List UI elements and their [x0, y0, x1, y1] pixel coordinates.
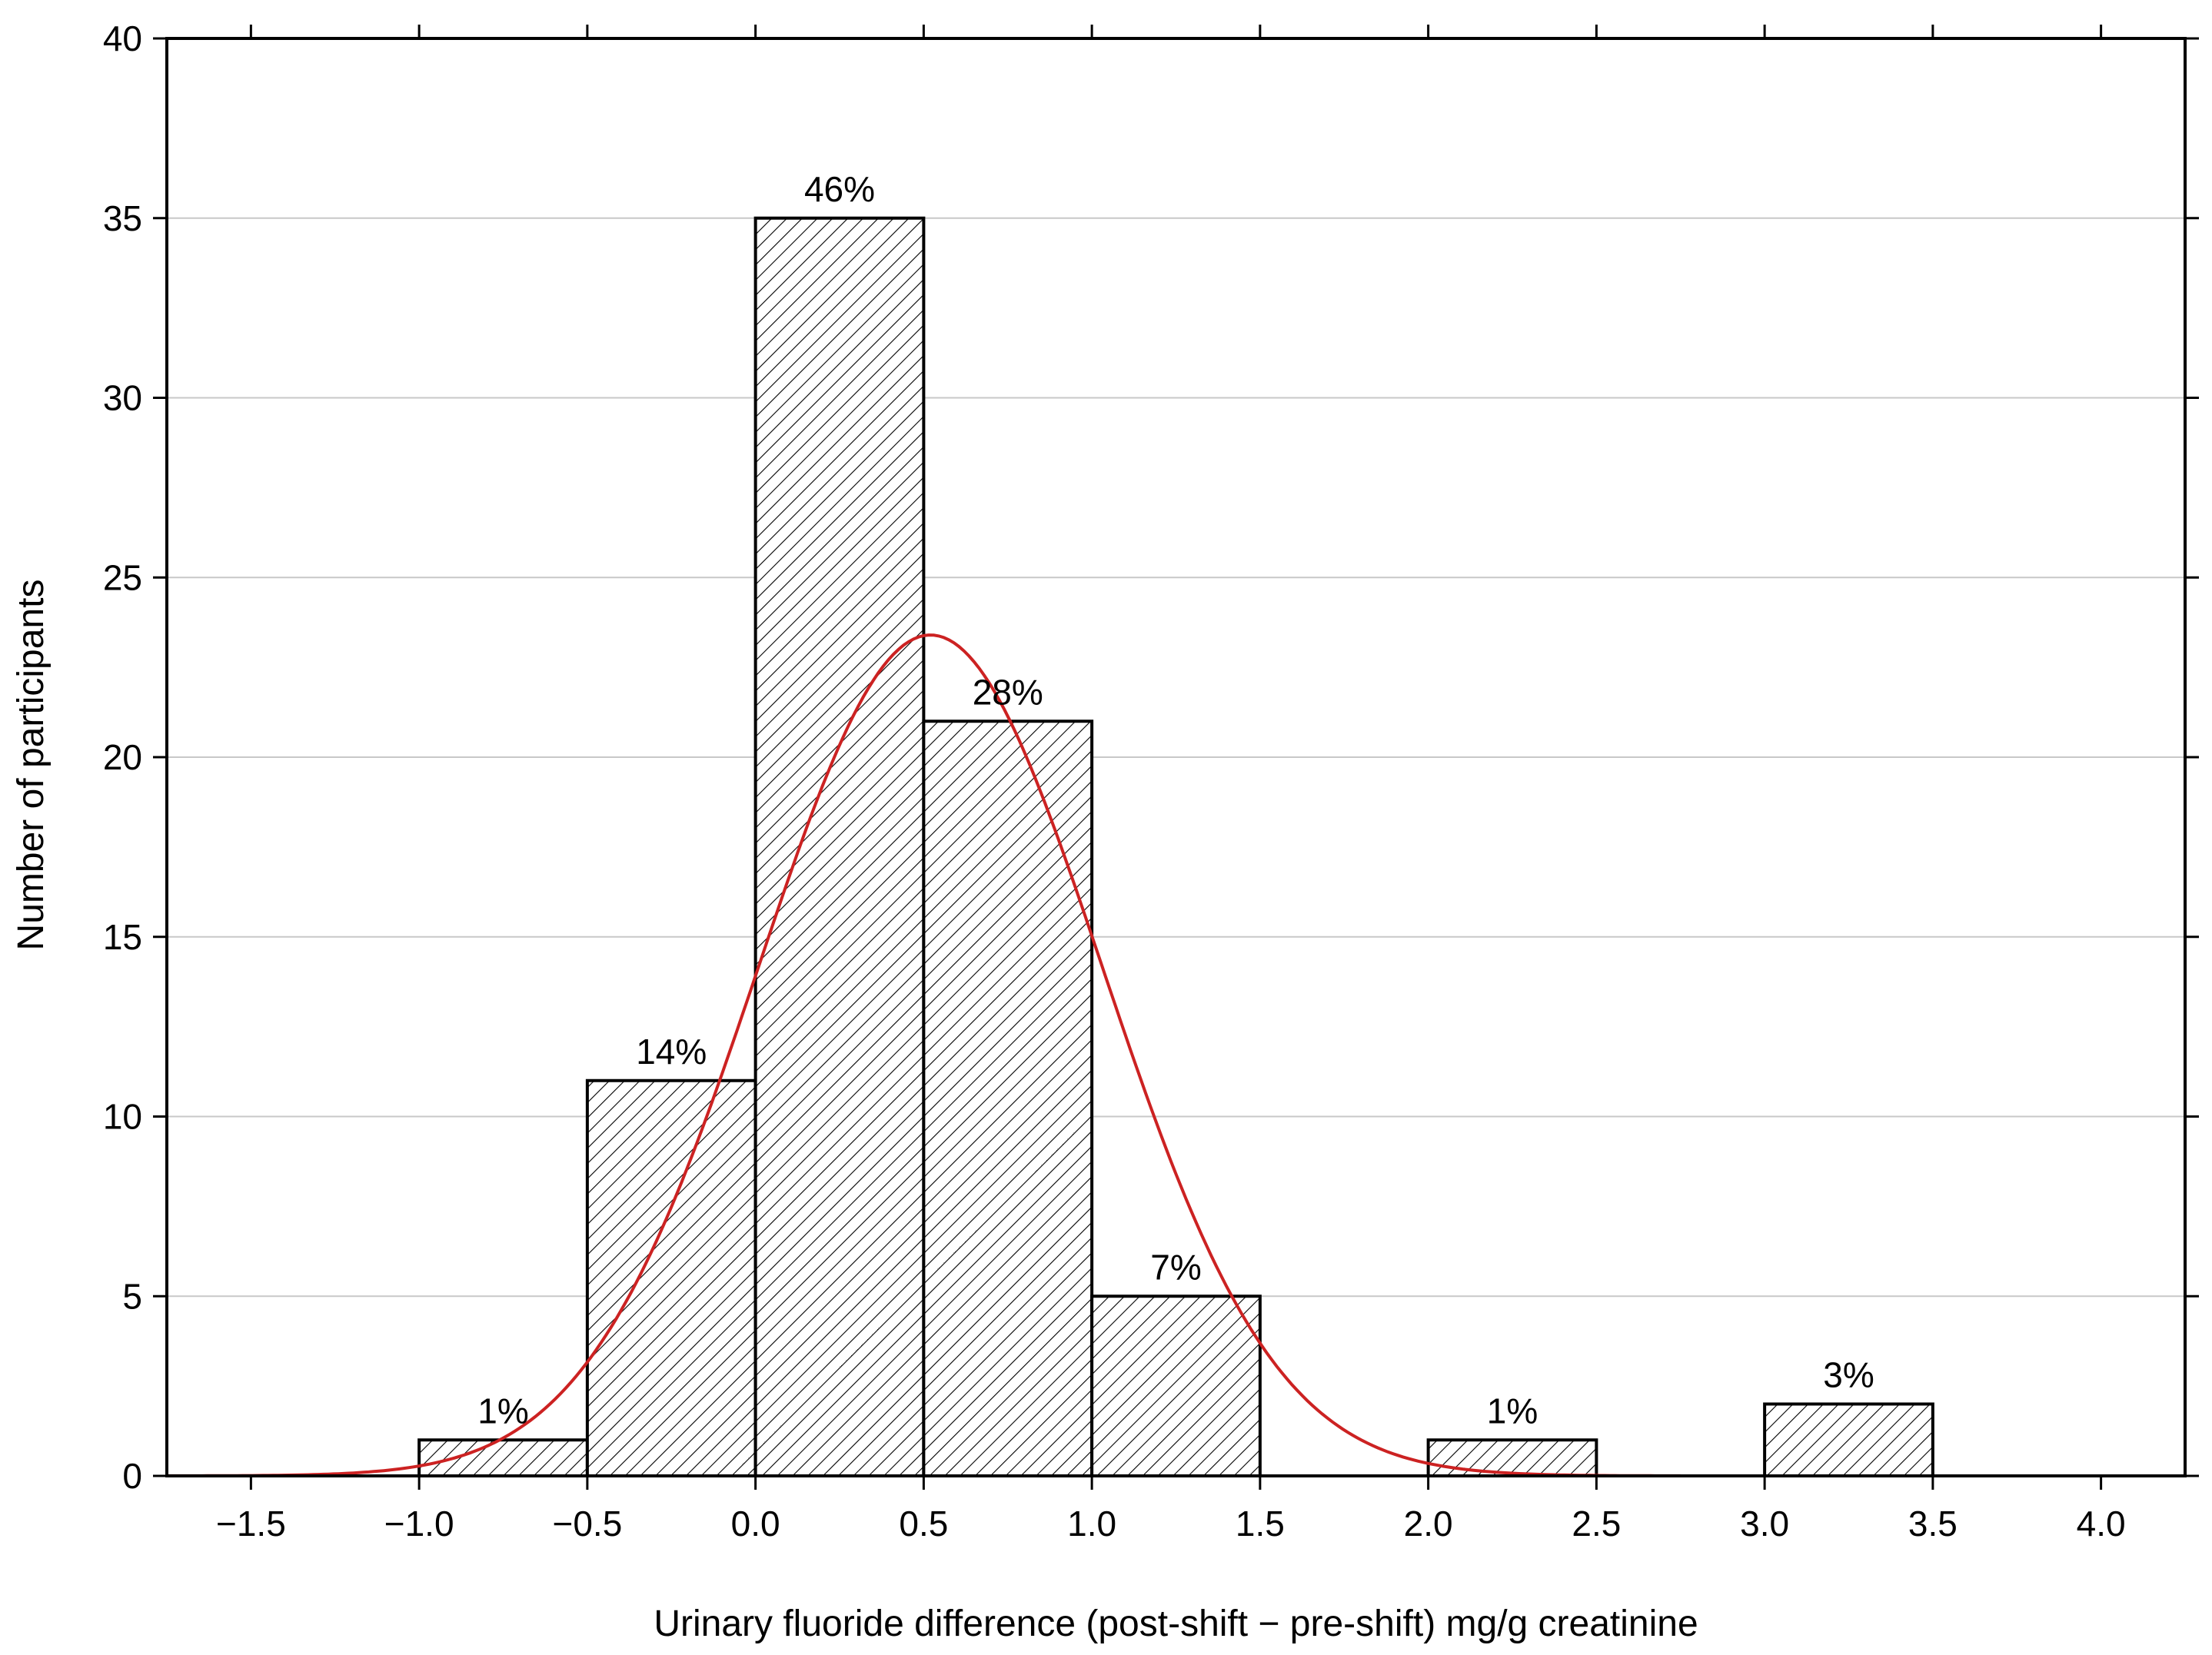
normal-fit-curve — [167, 633, 1681, 1477]
y-tick-label: 30 — [103, 378, 142, 418]
y-tick-label: 40 — [103, 18, 142, 58]
gridlines — [167, 217, 2185, 1298]
y-tick-label: 0 — [122, 1456, 142, 1496]
y-tick-label: 20 — [103, 737, 142, 777]
x-tick-label: 0.5 — [899, 1504, 948, 1544]
x-tick-label: 3.0 — [1740, 1504, 1789, 1544]
histogram-bar — [1090, 1294, 1262, 1477]
x-tick-label: 2.5 — [1572, 1504, 1621, 1544]
axis-ticks: −1.5 −1.0 −0.5 0.0 0.5 1.0 1.5 2.0 2.5 3.0 3.5 4.0 0… — [103, 18, 2199, 1544]
x-tick-label: −0.5 — [552, 1504, 622, 1544]
x-tick-label: 3.5 — [1908, 1504, 1958, 1544]
bar-percent-label: 1% — [477, 1391, 528, 1431]
x-tick-label: −1.5 — [216, 1504, 286, 1544]
x-tick-label: 1.5 — [1236, 1504, 1285, 1544]
bar-percent-label: 14% — [636, 1032, 707, 1072]
x-tick-label: −1.0 — [384, 1504, 454, 1544]
y-axis-title: Number of participants — [11, 580, 52, 951]
histogram-bar — [417, 1438, 589, 1477]
y-tick-label: 15 — [103, 917, 142, 957]
bar-percent-labels: 1% 14% 46% 28% 7% 1% 3% — [477, 169, 1874, 1431]
y-tick-label: 25 — [103, 557, 142, 597]
histogram-bar — [585, 1078, 757, 1477]
x-tick-label: 4.0 — [2077, 1504, 2126, 1544]
bar-percent-label: 1% — [1487, 1391, 1538, 1431]
y-tick-label: 10 — [103, 1097, 142, 1137]
x-tick-label: 1.0 — [1067, 1504, 1116, 1544]
y-tick-label: 5 — [122, 1276, 142, 1316]
x-tick-label: 0.0 — [731, 1504, 780, 1544]
fit-curve-line — [167, 633, 1681, 1477]
y-tick-label: 35 — [103, 198, 142, 238]
x-axis-title: Urinary fluoride difference (post-shift … — [654, 1603, 1698, 1644]
histogram-bars — [417, 216, 1934, 1477]
x-tick-label: 2.0 — [1404, 1504, 1453, 1544]
bar-percent-label: 28% — [973, 672, 1043, 712]
bar-percent-label: 46% — [804, 169, 875, 209]
bar-percent-label: 7% — [1150, 1247, 1201, 1287]
histogram-bar — [1426, 1438, 1598, 1477]
histogram-bar — [922, 719, 1094, 1477]
bar-percent-label: 3% — [1823, 1355, 1874, 1395]
histogram-bar — [753, 216, 926, 1477]
histogram-bar — [1763, 1402, 1934, 1477]
